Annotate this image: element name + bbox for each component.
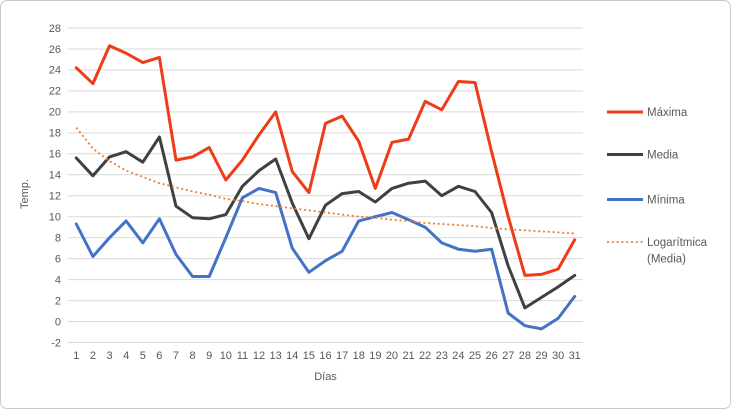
x-tick-label: 10 <box>220 350 232 362</box>
y-tick-label: 24 <box>49 65 61 77</box>
legend-label-logaritmica-media: (Media) <box>647 254 686 266</box>
legend-label-media: Media <box>647 150 679 162</box>
y-tick-label: 12 <box>49 191 61 203</box>
x-tick-label: 13 <box>270 350 282 362</box>
legend-label-maxima: Máxima <box>647 107 688 119</box>
x-tick-label: 8 <box>190 350 196 362</box>
legend-item-maxima: Máxima <box>607 107 688 119</box>
x-tick-label: 31 <box>569 350 581 362</box>
series-line-logaritmica-media <box>75 127 575 235</box>
y-tick-label: 10 <box>49 212 61 224</box>
y-tick-label: 26 <box>49 44 61 56</box>
x-axis-tick-labels: 1 2 3 4 5 6 7 8 9 10 11 12 13 14 15 16 17 18 19 20 21 22 23 24 2… <box>73 350 581 362</box>
x-tick-label: 7 <box>173 350 179 362</box>
x-tick-label: 24 <box>452 350 464 362</box>
x-tick-label: 9 <box>206 350 212 362</box>
x-tick-label: 17 <box>336 350 348 362</box>
x-tick-label: 21 <box>402 350 414 362</box>
x-tick-label: 18 <box>353 350 365 362</box>
x-tick-label: 1 <box>73 350 79 362</box>
x-tick-label: 16 <box>319 350 331 362</box>
x-tick-label: 22 <box>419 350 431 362</box>
y-tick-label: 0 <box>55 316 61 328</box>
y-tick-label: 22 <box>49 86 61 98</box>
gridlines <box>68 27 583 343</box>
x-tick-label: 4 <box>123 350 129 362</box>
y-axis-title: Temp. <box>19 179 31 209</box>
x-tick-label: 19 <box>369 350 381 362</box>
series-line-media <box>74 135 577 310</box>
y-tick-label: -2 <box>51 337 61 349</box>
x-tick-label: 23 <box>436 350 448 362</box>
y-tick-label: 8 <box>55 232 61 244</box>
x-tick-label: 26 <box>486 350 498 362</box>
y-tick-label: 4 <box>55 274 61 286</box>
x-tick-label: 15 <box>303 350 315 362</box>
x-tick-label: 3 <box>106 350 112 362</box>
x-tick-label: 6 <box>156 350 162 362</box>
y-tick-label: 6 <box>55 253 61 265</box>
x-tick-label: 25 <box>469 350 481 362</box>
series-line-minima <box>74 186 577 331</box>
x-tick-label: 12 <box>253 350 265 362</box>
y-tick-label: 28 <box>49 23 61 35</box>
legend-item-minima: Mínima <box>607 195 685 207</box>
y-tick-label: 18 <box>49 128 61 140</box>
x-tick-label: 29 <box>535 350 547 362</box>
x-tick-label: 11 <box>237 350 248 362</box>
x-tick-label: 14 <box>286 350 298 362</box>
x-tick-label: 5 <box>140 350 146 362</box>
legend-label-logaritmica-media: Logarítmica <box>647 237 708 249</box>
series-line-maxima <box>74 44 577 277</box>
y-tick-label: 20 <box>49 107 61 119</box>
x-tick-label: 30 <box>552 350 564 362</box>
legend: Máxima Media Mínima Logarítmica (Media) <box>607 107 708 266</box>
x-axis-title: Días <box>314 371 337 383</box>
legend-label-minima: Mínima <box>647 195 685 207</box>
x-tick-label: 20 <box>386 350 398 362</box>
y-tick-label: 16 <box>49 149 61 161</box>
legend-item-logaritmica-media: Logarítmica (Media) <box>607 237 708 266</box>
legend-item-media: Media <box>607 150 679 162</box>
x-tick-label: 27 <box>502 350 514 362</box>
x-tick-label: 2 <box>90 350 96 362</box>
y-tick-label: 2 <box>55 295 61 307</box>
y-tick-label: 14 <box>49 170 61 182</box>
x-tick-label: 28 <box>519 350 531 362</box>
